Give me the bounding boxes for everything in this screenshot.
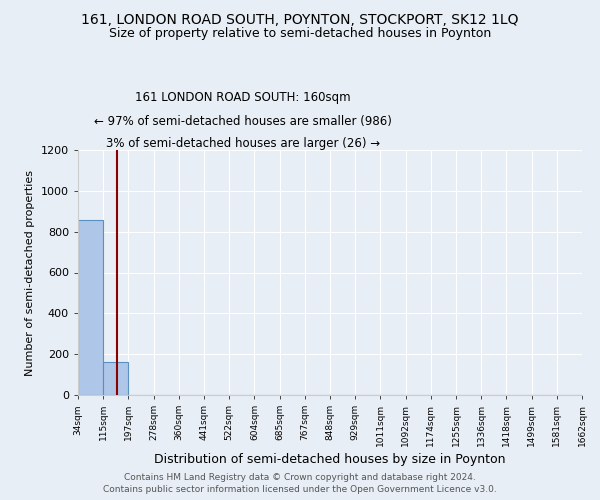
Y-axis label: Number of semi-detached properties: Number of semi-detached properties <box>25 170 35 376</box>
Text: 161 LONDON ROAD SOUTH: 160sqm: 161 LONDON ROAD SOUTH: 160sqm <box>135 92 351 104</box>
X-axis label: Distribution of semi-detached houses by size in Poynton: Distribution of semi-detached houses by … <box>154 453 506 466</box>
Text: 161, LONDON ROAD SOUTH, POYNTON, STOCKPORT, SK12 1LQ: 161, LONDON ROAD SOUTH, POYNTON, STOCKPO… <box>81 12 519 26</box>
Text: Contains HM Land Registry data © Crown copyright and database right 2024.: Contains HM Land Registry data © Crown c… <box>124 472 476 482</box>
Text: Size of property relative to semi-detached houses in Poynton: Size of property relative to semi-detach… <box>109 28 491 40</box>
Text: 3% of semi-detached houses are larger (26) →: 3% of semi-detached houses are larger (2… <box>106 137 380 150</box>
Bar <box>103 362 128 395</box>
Bar <box>78 220 103 395</box>
Text: ← 97% of semi-detached houses are smaller (986): ← 97% of semi-detached houses are smalle… <box>94 116 392 128</box>
Text: Contains public sector information licensed under the Open Government Licence v3: Contains public sector information licen… <box>103 485 497 494</box>
